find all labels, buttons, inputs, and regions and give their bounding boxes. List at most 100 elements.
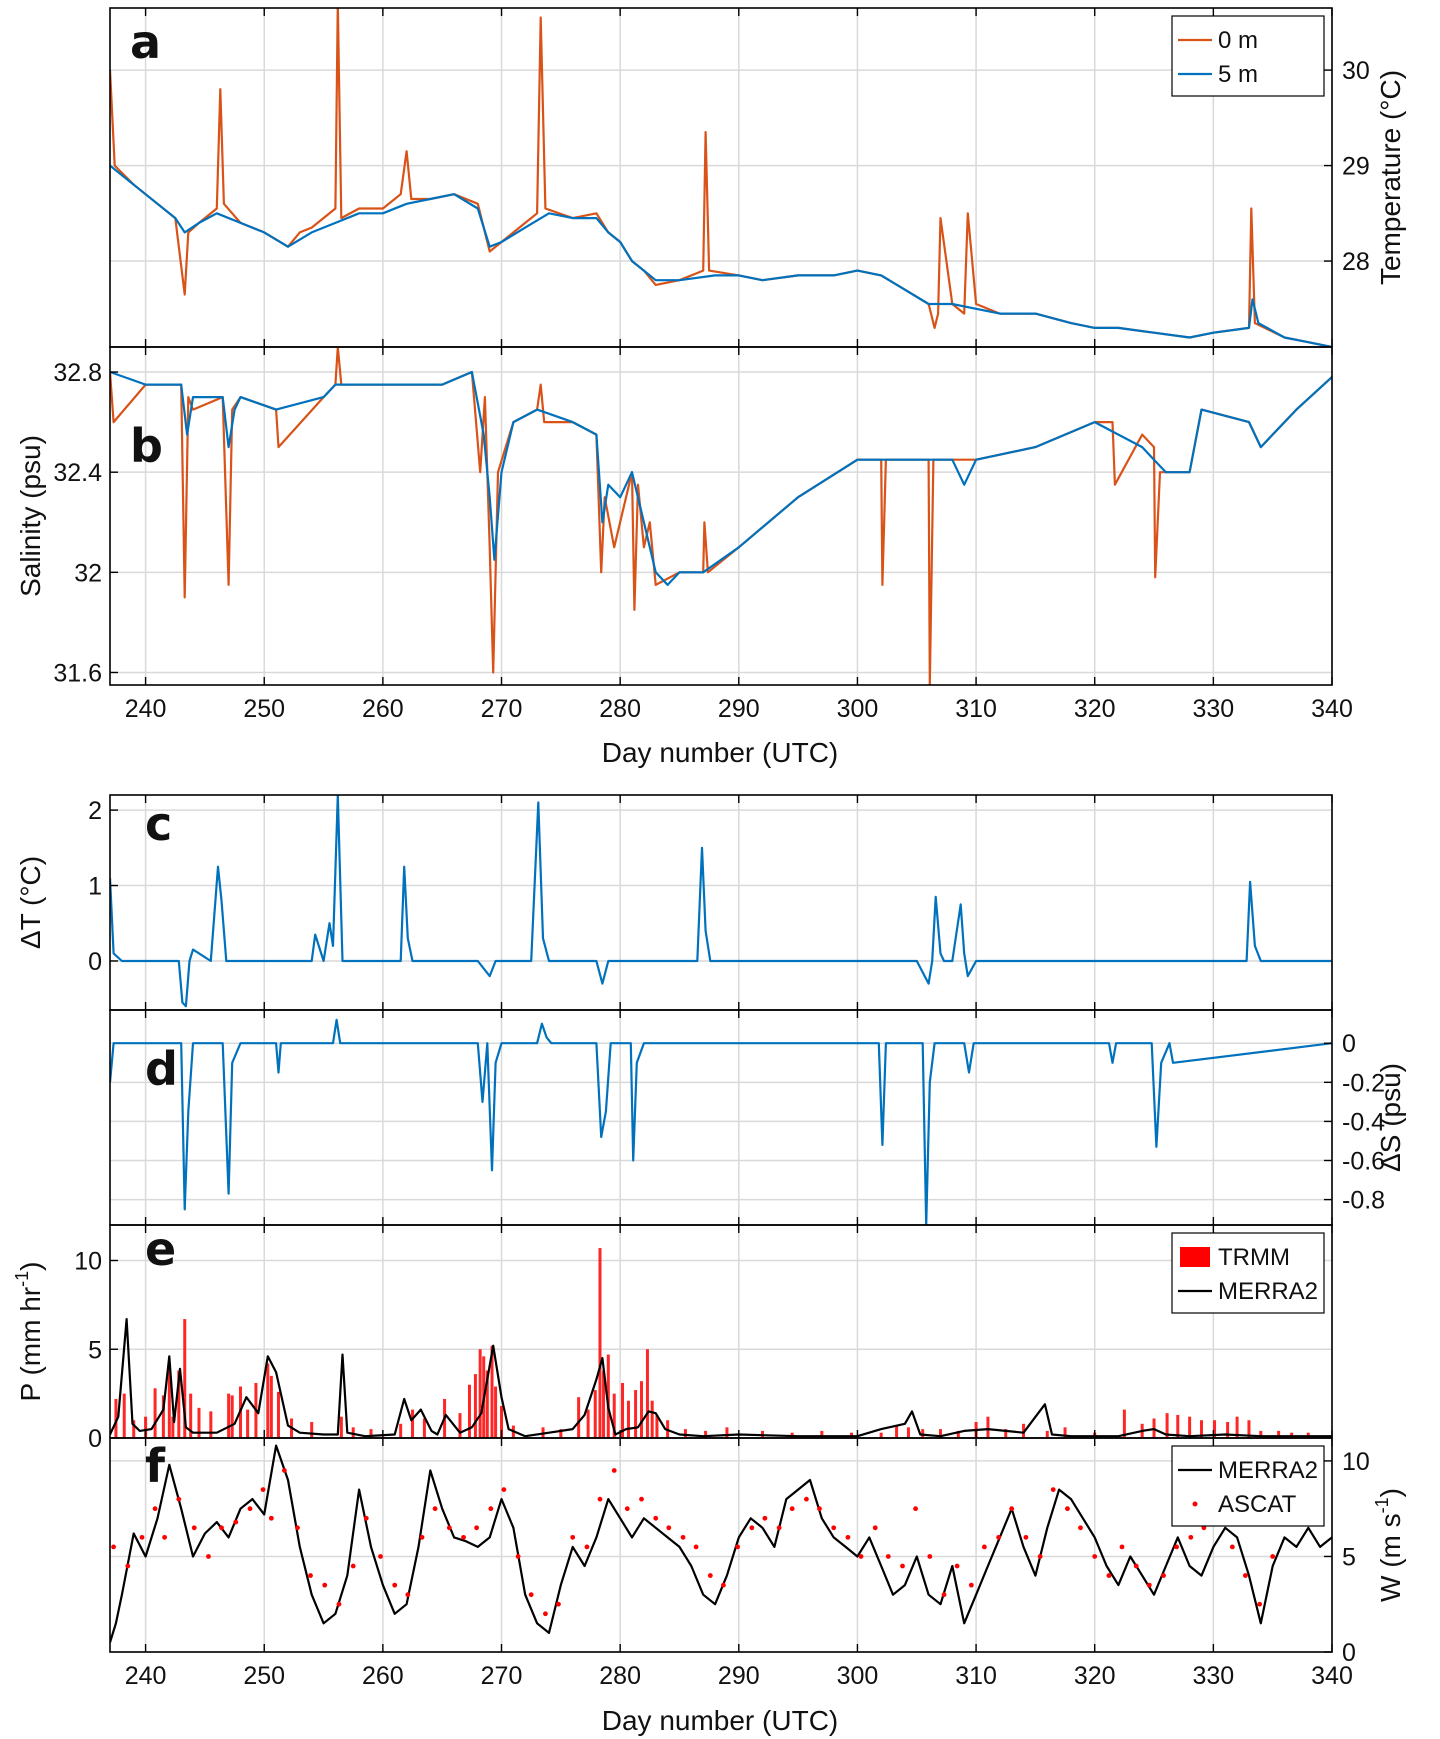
bar-trmm	[132, 1420, 136, 1438]
point-ascat	[1050, 1487, 1056, 1492]
point-ascat	[1133, 1563, 1139, 1569]
point-ascat	[954, 1563, 960, 1569]
line-0-m-b	[110, 347, 1332, 685]
y-axis-label: P (mm hr-1)	[12, 1262, 46, 1402]
line-series-d	[110, 1018, 1332, 1225]
axes-frame	[109, 1224, 1333, 1439]
data-group-b	[110, 347, 1332, 685]
x-tick-label: 320	[1074, 1662, 1116, 1690]
point-ascat	[858, 1554, 864, 1559]
axes-frame	[109, 7, 1333, 348]
point-ascat	[432, 1506, 438, 1512]
panel-c: 0 1 2 ΔT (°C) c	[15, 794, 1333, 1011]
bar-trmm	[1122, 1409, 1126, 1438]
point-ascat	[1146, 1582, 1152, 1588]
bar-trmm	[276, 1391, 280, 1438]
point-ascat	[1119, 1544, 1125, 1550]
point-ascat	[111, 1544, 116, 1550]
legend-box	[1171, 15, 1325, 97]
point-ascat	[680, 1534, 686, 1540]
bar-trmm	[956, 1430, 960, 1438]
y-tick-label: 30	[1342, 57, 1370, 85]
point-ascat	[1037, 1554, 1043, 1559]
x-tick-label: 320	[1074, 695, 1116, 723]
point-ascat	[219, 1525, 224, 1531]
panel-letter: f	[145, 1439, 166, 1493]
bar-trmm	[577, 1397, 581, 1438]
data-group-d	[110, 1018, 1332, 1225]
bar-trmm	[183, 1319, 187, 1438]
y-tick-label: -0.8	[1342, 1187, 1385, 1215]
line-5-m-a	[110, 164, 1332, 347]
point-ascat	[350, 1563, 356, 1569]
y-tick-label: -0.6	[1342, 1148, 1385, 1176]
point-ascat	[597, 1496, 603, 1502]
x-tick-label: 310	[955, 695, 997, 723]
bar-trmm	[266, 1363, 270, 1438]
x-tick-label: 340	[1311, 1662, 1353, 1690]
point-ascat	[653, 1515, 659, 1521]
bar-trmm	[645, 1349, 649, 1438]
point-ascat	[872, 1525, 878, 1531]
point-ascat	[206, 1554, 211, 1559]
point-ascat	[176, 1496, 182, 1502]
y-tick-label: 1	[88, 873, 102, 901]
y-tick-label: 0	[1342, 1030, 1356, 1058]
bar-trmm	[986, 1416, 990, 1438]
x-tick-label: 250	[243, 695, 285, 723]
bar-trmm	[606, 1354, 610, 1438]
y-axis-label: ΔT (°C)	[15, 856, 46, 949]
bar-trmm	[227, 1393, 231, 1438]
bar-trmm	[177, 1370, 181, 1438]
bar-trmm	[422, 1418, 426, 1438]
bar-trmm	[1277, 1430, 1281, 1438]
point-ascat	[900, 1563, 905, 1569]
panel-e: 0 5 10 P (mm hr-1) e TRMM MERRA2	[12, 1222, 1333, 1453]
axes-frame	[109, 794, 1333, 1011]
x-tick-label: 330	[1192, 1662, 1234, 1690]
y-tick-label: 0	[88, 1425, 102, 1453]
point-ascat	[515, 1554, 521, 1559]
point-ascat	[762, 1515, 768, 1521]
point-ascat	[1242, 1573, 1248, 1578]
point-ascat	[693, 1544, 699, 1550]
bar-trmm	[189, 1393, 193, 1438]
bar-trmm	[494, 1386, 498, 1438]
y-tick-label: 31.6	[53, 659, 102, 687]
point-ascat	[913, 1506, 918, 1512]
point-ascat	[584, 1544, 590, 1550]
axes-frame	[109, 346, 1333, 686]
y-tick-label: 32.8	[53, 359, 102, 387]
bar-trmm	[1176, 1414, 1180, 1438]
bar-trmm	[490, 1345, 494, 1438]
point-ascat	[162, 1534, 167, 1540]
legend-label: ASCAT	[1218, 1491, 1297, 1518]
bar-trmm	[209, 1411, 213, 1438]
panel-letter: b	[130, 419, 163, 473]
bar-trmm	[467, 1384, 471, 1438]
bar-trmm	[369, 1429, 373, 1438]
bar-trmm	[1235, 1416, 1239, 1438]
bar-trmm	[879, 1432, 883, 1438]
point-ascat	[268, 1515, 274, 1521]
x-tick-label: 300	[837, 1662, 879, 1690]
bar-trmm	[683, 1429, 687, 1438]
x-tick-label: 280	[599, 1662, 641, 1690]
y-tick-label: 5	[1342, 1543, 1356, 1571]
point-ascat	[1257, 1601, 1263, 1607]
point-ascat	[461, 1534, 466, 1540]
point-ascat	[392, 1582, 398, 1588]
legend-label: 5 m	[1218, 61, 1258, 88]
point-ascat	[191, 1525, 197, 1531]
line-0-m-a	[110, 8, 1332, 347]
point-ascat	[556, 1601, 561, 1607]
bar-trmm	[938, 1429, 942, 1438]
bar-trmm	[820, 1430, 824, 1438]
bar-trmm	[1063, 1427, 1067, 1438]
point-ascat	[968, 1582, 974, 1588]
y-tick-label: 0	[1342, 1639, 1356, 1667]
panel-letter: a	[130, 15, 161, 69]
axes-frame	[109, 1437, 1333, 1653]
x-tick-label: 330	[1192, 695, 1234, 723]
